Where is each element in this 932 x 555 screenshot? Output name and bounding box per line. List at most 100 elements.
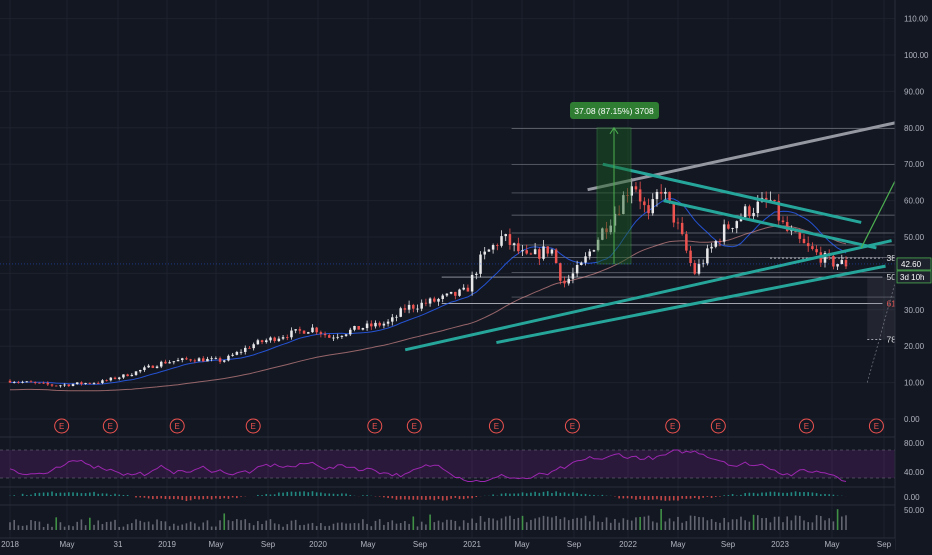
volume-bar: [324, 526, 326, 530]
candle-body: [727, 224, 730, 228]
candle-body: [500, 236, 503, 246]
macd-histogram-bar: [282, 493, 284, 496]
candle-body: [588, 251, 591, 256]
candle-body: [799, 232, 802, 239]
macd-histogram-bar: [391, 496, 393, 498]
time-tick-label: 2019: [158, 540, 176, 549]
macd-histogram-bar: [530, 493, 532, 496]
candle-body: [673, 202, 676, 223]
candle-body: [299, 329, 302, 330]
candle-body: [152, 366, 155, 368]
volume-bar: [110, 522, 112, 530]
candle-body: [559, 263, 562, 281]
volume-bar: [291, 521, 293, 530]
candle-body: [546, 246, 549, 253]
candle-body: [576, 265, 579, 273]
candle-body: [757, 202, 760, 213]
macd-histogram-bar: [114, 494, 116, 496]
macd-histogram-bar: [711, 496, 713, 498]
volume-bar: [81, 519, 83, 530]
volume-bar: [639, 517, 641, 530]
price-axis[interactable]: 110.00100.0090.0080.0070.0060.0050.0040.…: [895, 0, 932, 550]
candle-body: [639, 189, 642, 201]
candle-body: [483, 252, 486, 255]
macd-histogram-bar: [534, 492, 536, 496]
volume-bar: [446, 520, 448, 530]
volume-bar: [564, 517, 566, 530]
macd-histogram-bar: [223, 496, 225, 498]
volume-bar: [782, 522, 784, 530]
candle-body: [475, 274, 478, 275]
price-tick-label: 100.00: [904, 51, 929, 60]
macd-histogram-bar: [144, 496, 146, 498]
candle-body: [294, 329, 297, 330]
candle-body: [240, 352, 243, 353]
macd-histogram-bar: [265, 494, 267, 496]
candle-body: [320, 332, 323, 334]
volume-bar: [190, 522, 192, 530]
macd-histogram-bar: [429, 496, 431, 500]
volume-bar: [13, 520, 15, 530]
candle-body: [202, 358, 205, 361]
macd-histogram-bar: [236, 496, 238, 498]
volume-bar: [828, 518, 830, 530]
macd-histogram-bar: [648, 496, 650, 500]
candle-body: [147, 366, 150, 368]
candle-body: [332, 338, 335, 339]
volume-bar: [845, 515, 847, 530]
volume-bar: [757, 515, 759, 530]
volume-bar: [55, 517, 57, 530]
candle-body: [198, 358, 201, 361]
volume-bar: [383, 525, 385, 530]
candle-body: [404, 308, 407, 309]
macd-histogram-bar: [198, 496, 200, 500]
volume-bar: [803, 520, 805, 530]
volume-bar: [274, 523, 276, 530]
volume-bar: [261, 524, 263, 530]
macd-histogram-bar: [434, 496, 436, 500]
candle-body: [492, 245, 495, 250]
candle-body: [698, 264, 701, 274]
earnings-marker-label: E: [372, 422, 377, 431]
time-tick-label: 2020: [309, 540, 327, 549]
volume-bar: [690, 516, 692, 530]
volume-bar: [43, 527, 45, 530]
macd-histogram-bar: [455, 496, 457, 498]
candle-body: [122, 374, 125, 377]
candle-body: [63, 385, 66, 386]
candle-body: [420, 303, 423, 309]
earnings-marker-label: E: [59, 422, 64, 431]
macd-histogram-bar: [833, 495, 835, 496]
volume-bar: [597, 522, 599, 530]
macd-histogram-bar: [202, 496, 204, 499]
volume-bar: [219, 520, 221, 530]
volume-bar: [484, 522, 486, 530]
candle-body: [219, 358, 222, 362]
candle-body: [731, 228, 734, 229]
macd-histogram-bar: [631, 496, 633, 499]
candle-body: [736, 221, 739, 228]
macd-histogram-bar: [560, 493, 562, 496]
candle-body: [303, 331, 306, 334]
volume-bar: [463, 520, 465, 530]
candle-body: [429, 299, 432, 304]
candle-body: [719, 241, 722, 242]
candle-body: [21, 382, 24, 383]
volume-bar: [303, 525, 305, 530]
macd-histogram-bar: [85, 493, 87, 496]
macd-histogram-bar: [807, 492, 809, 496]
volume-bar: [765, 518, 767, 530]
macd-histogram-bar: [774, 492, 776, 496]
candle-body: [723, 224, 726, 241]
candle-body: [677, 223, 680, 224]
macd-histogram-bar: [744, 493, 746, 496]
macd-histogram-bar: [723, 495, 725, 496]
volume-bar: [354, 523, 356, 530]
candle-body: [408, 305, 411, 310]
volume-bar: [173, 524, 175, 530]
macd-histogram-bar: [568, 494, 570, 496]
macd-histogram-bar: [694, 496, 696, 498]
